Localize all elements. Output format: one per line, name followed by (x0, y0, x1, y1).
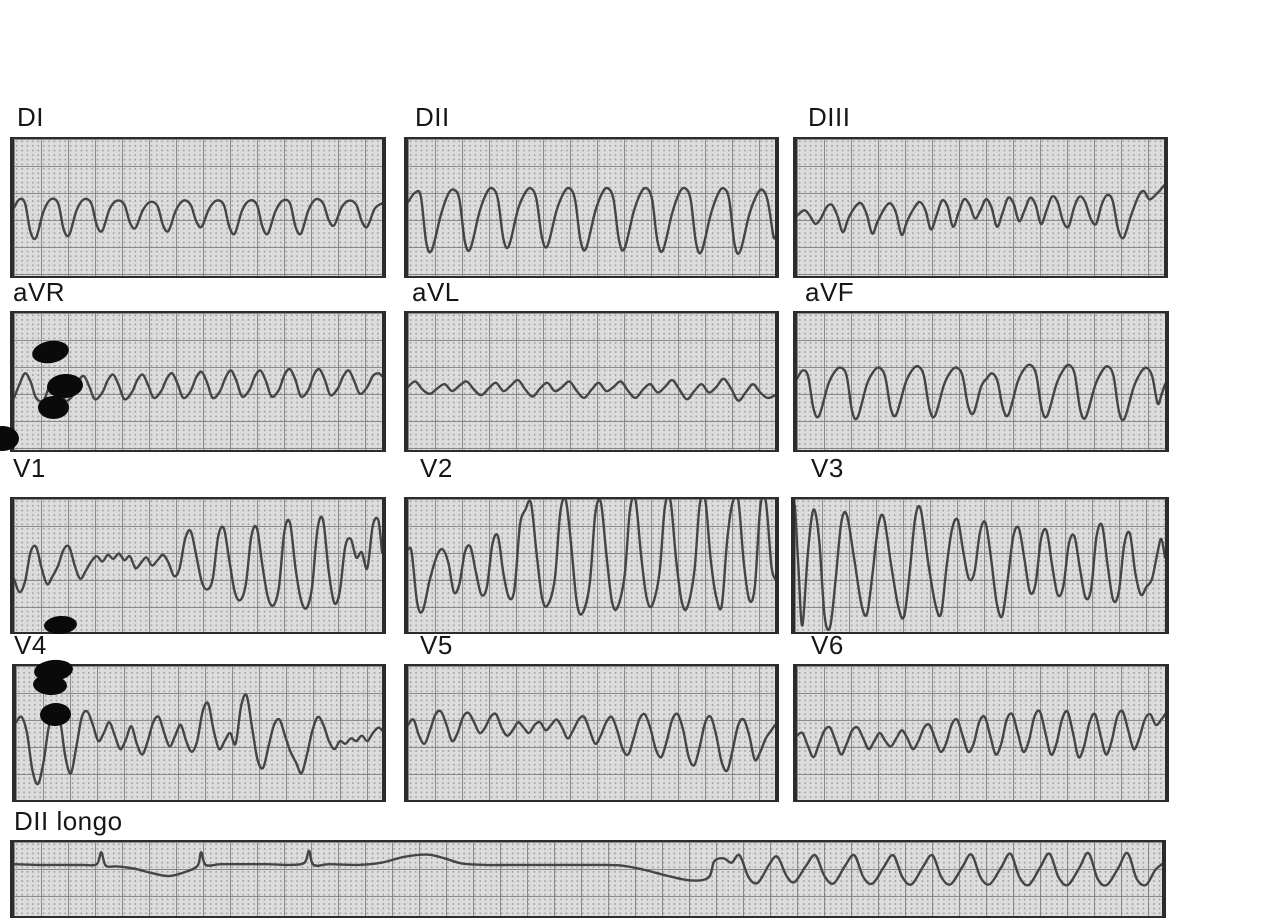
lead-label-avl: aVL (412, 277, 460, 307)
ecg-trace-svg-v6 (797, 666, 1165, 800)
ecg-trace-v3 (795, 506, 1165, 630)
lead-label-v5: V5 (420, 630, 453, 660)
lead-strip-v4 (12, 664, 386, 802)
ecg-trace-svg-v2 (408, 499, 775, 632)
lead-strip-diii (793, 137, 1168, 278)
ecg-trace-svg-v1 (14, 499, 382, 632)
ecg-trace-svg-avf (797, 313, 1165, 450)
lead-label-dii-longo: DII longo (14, 806, 123, 836)
lead-strip-avl (404, 311, 779, 452)
ecg-trace-svg-dii (408, 139, 775, 276)
ecg-trace-diii (797, 186, 1164, 239)
lead-strip-di (10, 137, 386, 278)
ink-blob-4 (0, 426, 19, 451)
ecg-trace-svg-v5 (408, 666, 775, 800)
ink-blob-3 (38, 396, 69, 419)
lead-label-v2: V2 (420, 453, 453, 483)
lead-label-v4: V4 (14, 630, 47, 660)
ecg-trace-v6 (797, 711, 1165, 758)
ecg-trace-v2 (408, 499, 775, 615)
lead-strip-v1 (10, 497, 386, 634)
lead-label-v1: V1 (13, 453, 46, 483)
ecg-trace-svg-v3 (795, 499, 1165, 632)
ecg-trace-svg-di (14, 139, 382, 276)
lead-strip-v2 (404, 497, 779, 634)
lead-label-v6: V6 (811, 630, 844, 660)
ecg-trace-avf (797, 365, 1165, 421)
ecg-trace-svg-dii-longo (14, 842, 1162, 916)
ecg-trace-svg-avl (408, 313, 775, 450)
lead-strip-avf (793, 311, 1169, 452)
ecg-trace-svg-diii (797, 139, 1164, 276)
lead-label-dii: DII (415, 102, 450, 132)
ecg-trace-v4 (16, 694, 382, 784)
lead-label-diii: DIII (808, 102, 851, 132)
ecg-trace-v5 (408, 711, 775, 771)
lead-strip-v3 (791, 497, 1169, 634)
lead-label-avf: aVF (805, 277, 855, 307)
ecg-trace-dii (408, 188, 775, 254)
ecg-trace-dii-longo (14, 851, 1162, 886)
lead-strip-dii-longo (10, 840, 1166, 918)
lead-label-avr: aVR (13, 277, 66, 307)
ecg-trace-svg-v4 (16, 666, 382, 800)
lead-strip-v6 (793, 664, 1169, 802)
lead-strip-avr (10, 311, 386, 452)
ecg-trace-v1 (14, 517, 382, 609)
lead-strip-dii (404, 137, 779, 278)
lead-strip-v5 (404, 664, 779, 802)
ecg-trace-di (14, 199, 382, 239)
lead-label-v3: V3 (811, 453, 844, 483)
lead-label-di: DI (17, 102, 44, 132)
ecg-trace-avl (408, 379, 775, 401)
